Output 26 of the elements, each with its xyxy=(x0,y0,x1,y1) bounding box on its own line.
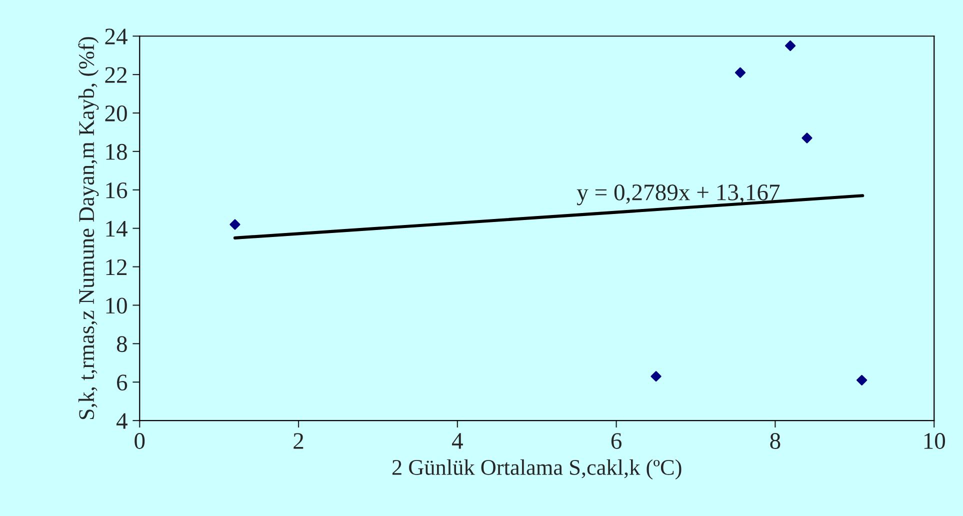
point xyxy=(650,371,662,382)
point xyxy=(802,132,812,144)
x-tick-label: 2 xyxy=(294,433,304,449)
point xyxy=(785,40,796,52)
y-tick-label: 4 xyxy=(116,413,128,429)
y-tick-label: 16 xyxy=(106,182,128,198)
y-tick-label: 20 xyxy=(105,105,127,122)
y-tick-label: 24 xyxy=(105,28,128,44)
x-tick-label: 0 xyxy=(134,433,145,449)
y-tick-label: 8 xyxy=(116,336,127,352)
y-tick-label: 10 xyxy=(106,298,127,314)
y-tick-label: 6 xyxy=(117,374,128,391)
x-axis-title: 2 Günlük Ortalama S,cakl,k (ºC) xyxy=(392,459,682,480)
x-tick-label: 10 xyxy=(924,433,946,449)
x-tick-label: 8 xyxy=(770,433,780,449)
x-tick-label: 4 xyxy=(452,433,463,449)
annotation: y = 0,2789x + 13,167 xyxy=(576,184,780,206)
y-tick-label: 22 xyxy=(105,67,127,83)
y-tick-label: 12 xyxy=(106,259,127,275)
point xyxy=(734,67,746,78)
x-tick-label: 6 xyxy=(611,433,622,449)
point xyxy=(230,219,240,230)
y-tick-label: 14 xyxy=(106,220,128,237)
y-axis-title: S,k, t,rmas,z Numune Dayan,m Kayb, (%f) xyxy=(78,37,99,420)
y-tick-label: 18 xyxy=(106,144,127,160)
point xyxy=(856,374,868,386)
